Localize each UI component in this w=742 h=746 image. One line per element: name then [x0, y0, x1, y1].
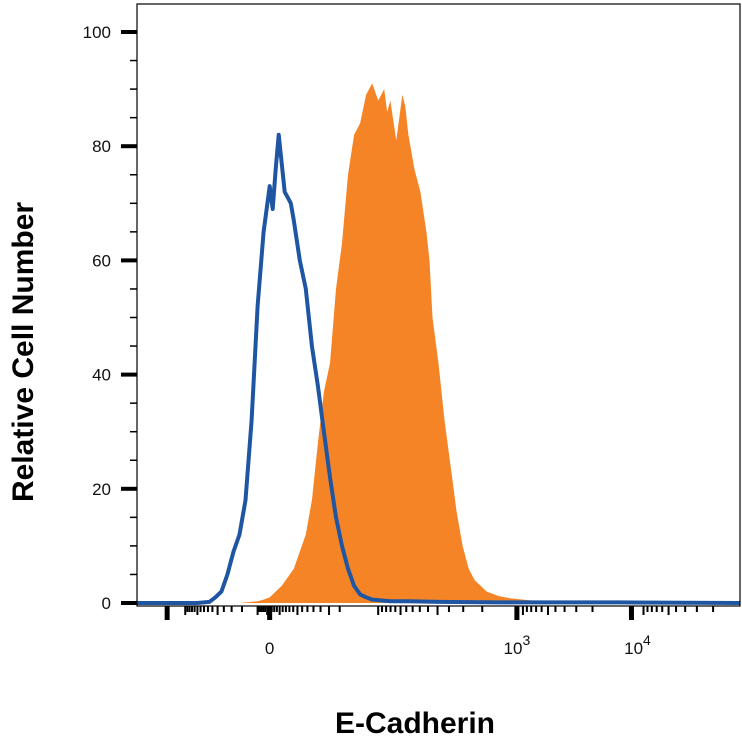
x-tick-label: 0: [265, 639, 274, 658]
x-axis-title: E-Cadherin: [335, 707, 495, 740]
y-tick-label: 80: [92, 137, 111, 156]
outline-histogram-series: [137, 132, 741, 605]
plot-series-layer: [137, 83, 741, 605]
y-tick-label: 40: [92, 366, 111, 385]
y-tick-label: 60: [92, 251, 111, 270]
y-tick-label: 0: [102, 594, 111, 613]
y-axis: 0 20 40 60 80 100: [83, 23, 137, 613]
y-axis-title: Relative Cell Number: [7, 202, 40, 502]
filled-histogram-series: [239, 83, 740, 603]
y-tick-label: 20: [92, 480, 111, 499]
x-tick-label: 104: [624, 632, 651, 658]
y-tick-label: 100: [83, 23, 111, 42]
x-axis: 0 103 104: [164, 606, 715, 658]
x-tick-label: 103: [504, 632, 531, 658]
